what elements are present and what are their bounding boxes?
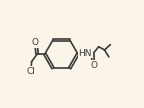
Text: O: O (90, 61, 97, 70)
Text: Cl: Cl (27, 67, 36, 76)
Text: O: O (31, 38, 38, 47)
Text: HN: HN (79, 49, 92, 58)
